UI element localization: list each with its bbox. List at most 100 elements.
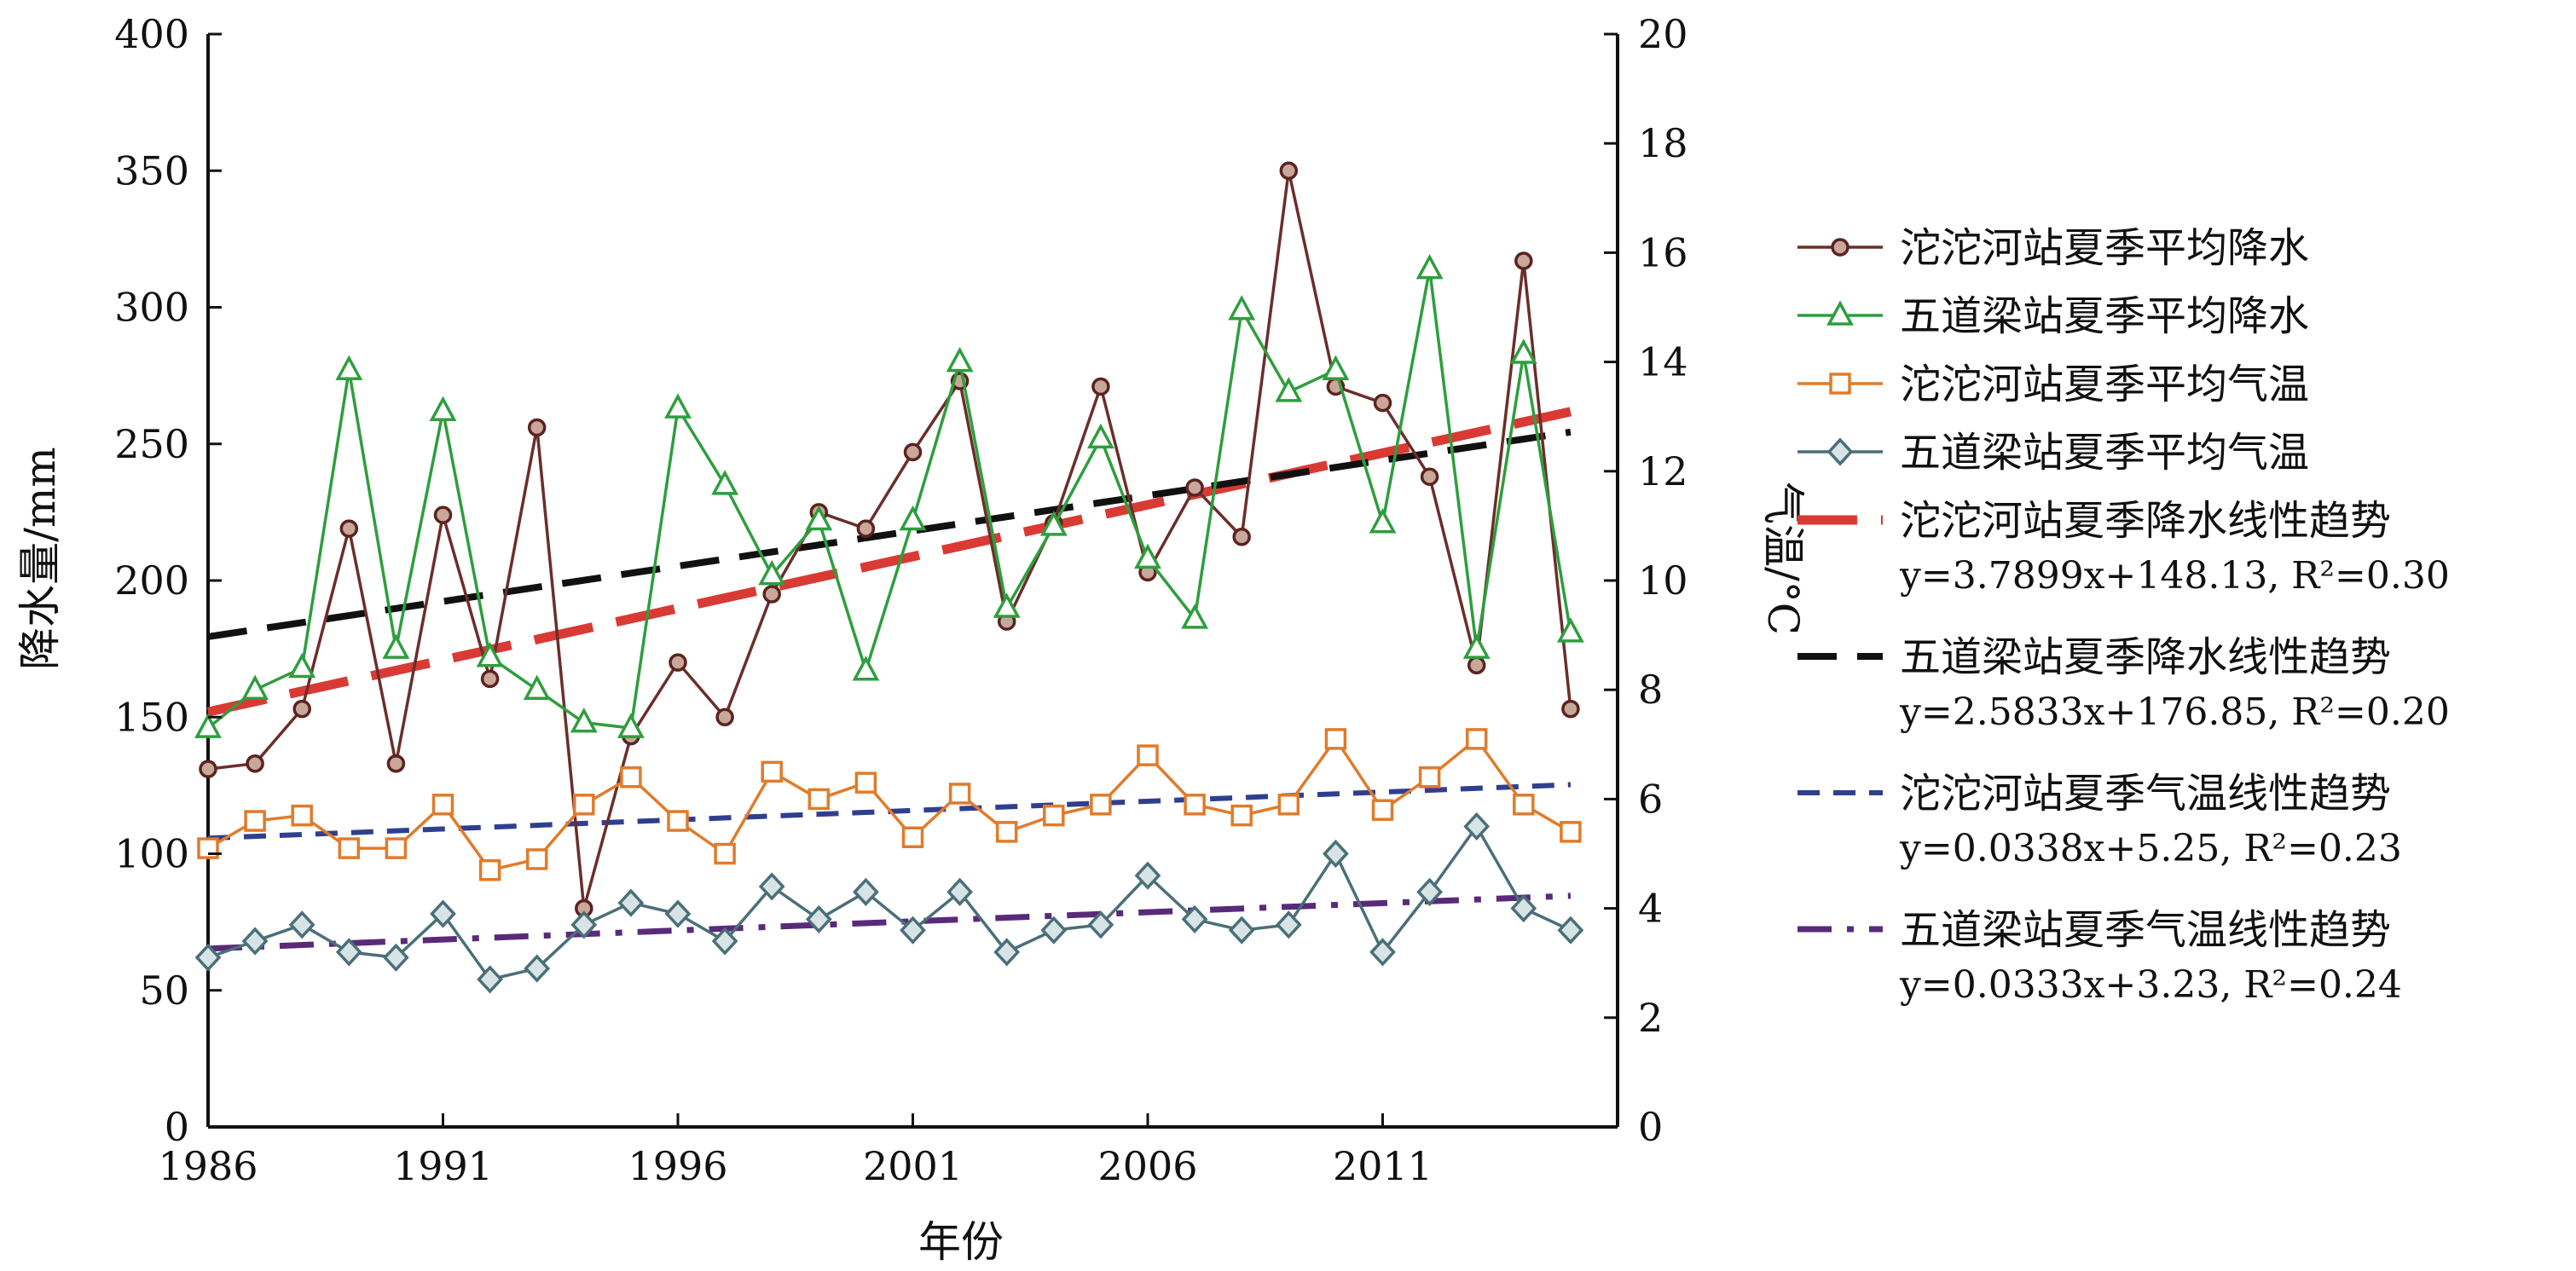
data-point — [1228, 295, 1256, 321]
data-point — [1228, 916, 1255, 945]
data-point — [335, 355, 363, 380]
data-point — [1420, 467, 1439, 486]
data-point — [805, 904, 832, 933]
y2-axis-label: 气温/°C — [1758, 482, 1808, 635]
series-4 — [194, 812, 1584, 994]
data-point — [758, 872, 785, 901]
data-point — [758, 559, 786, 586]
data-point — [1467, 656, 1486, 675]
data-point — [1185, 478, 1204, 497]
y-tick-label: 250 — [114, 421, 189, 467]
data-point — [711, 927, 738, 956]
data-point — [570, 707, 598, 733]
data-point — [1090, 794, 1112, 816]
data-point — [1513, 794, 1535, 816]
y-axis-label: 降水量/mm — [15, 447, 65, 670]
legend-marker — [1826, 300, 1854, 326]
series-line — [207, 823, 1572, 981]
trendline-2 — [207, 428, 1572, 640]
y2-tick-label: 20 — [1638, 11, 1688, 57]
data-point — [1371, 799, 1394, 821]
data-point — [714, 842, 736, 865]
data-point — [617, 888, 645, 917]
legend-label: 五道梁站夏季平均降水 — [1900, 292, 2309, 340]
y2-tick-label: 16 — [1638, 229, 1688, 275]
data-point — [946, 877, 973, 906]
data-point — [1275, 377, 1303, 402]
data-point — [903, 442, 923, 462]
data-point — [1463, 812, 1491, 841]
x-tick-label: 2006 — [1097, 1143, 1197, 1189]
y-tick-label: 0 — [165, 1104, 189, 1150]
data-point — [1279, 161, 1299, 180]
data-point — [383, 943, 409, 972]
data-point — [669, 653, 687, 672]
data-point — [525, 848, 548, 870]
data-point — [1369, 938, 1396, 967]
x-tick-label: 1986 — [158, 1143, 258, 1189]
data-point — [1134, 861, 1161, 890]
data-point — [244, 810, 266, 832]
y-tick-label: 350 — [114, 147, 189, 194]
data-point — [1091, 377, 1110, 396]
data-point — [900, 916, 926, 945]
x-axis-label: 年份 — [918, 1217, 1004, 1267]
legend: 沱沱河站夏季平均降水五道梁站夏季平均降水沱沱河站夏季平均气温五道梁站夏季平均气温… — [1797, 224, 2450, 1007]
data-point — [1043, 804, 1065, 827]
y-tick-label: 200 — [114, 558, 189, 604]
data-point — [194, 943, 222, 972]
data-point — [762, 585, 781, 604]
trendline-1 — [206, 407, 1572, 717]
legend-label: 沱沱河站夏季气温线性趋势 — [1900, 770, 2391, 817]
y2-tick-label: 18 — [1638, 120, 1688, 166]
data-point — [386, 754, 406, 773]
x-tick-label: 2001 — [863, 1143, 963, 1189]
series-line — [206, 269, 1572, 731]
legend-marker — [1829, 373, 1851, 395]
trend-equation: y=2.5833x+176.85, R²=0.20 — [1899, 690, 2450, 734]
data-point — [573, 794, 595, 816]
data-point — [478, 858, 501, 881]
data-point — [1557, 916, 1584, 945]
data-point — [292, 699, 311, 719]
data-point — [1373, 393, 1392, 413]
legend-label: 五道梁站夏季气温线性趋势 — [1900, 906, 2391, 954]
data-point — [199, 760, 217, 778]
axes: 0 50 100 150 200 250 300 350 400 0 2 4 6 8 10 12 14 16 18 2… — [114, 11, 1687, 1189]
data-point — [1462, 633, 1491, 659]
data-point — [620, 766, 642, 789]
data-point — [901, 826, 924, 849]
data-point — [338, 837, 361, 859]
data-point — [1184, 794, 1206, 816]
data-point — [664, 393, 692, 419]
data-point — [852, 656, 880, 681]
series-3 — [197, 728, 1582, 881]
data-point — [854, 771, 877, 794]
data-point — [667, 810, 689, 832]
data-point — [853, 877, 879, 906]
data-point — [1560, 821, 1582, 843]
y-tick-label: 150 — [114, 694, 189, 740]
y-tick-label: 50 — [139, 968, 189, 1014]
data-point — [1561, 699, 1580, 719]
data-point — [241, 674, 269, 700]
data-point — [382, 633, 410, 659]
y2-tick-label: 10 — [1638, 558, 1688, 604]
y2-tick-label: 12 — [1638, 448, 1688, 494]
y-tick-label: 300 — [114, 285, 189, 331]
data-point — [805, 505, 833, 531]
data-point — [431, 794, 454, 816]
data-point — [1510, 894, 1537, 923]
data-point — [761, 760, 783, 783]
data-point — [1275, 910, 1302, 939]
data-point — [288, 652, 316, 679]
data-point — [1181, 604, 1209, 629]
data-point — [1039, 511, 1068, 536]
data-point — [339, 519, 359, 538]
legend-label: 沱沱河站夏季平均气温 — [1900, 361, 2309, 408]
data-point — [1040, 916, 1068, 945]
data-point — [476, 642, 504, 667]
data-point — [899, 505, 927, 531]
